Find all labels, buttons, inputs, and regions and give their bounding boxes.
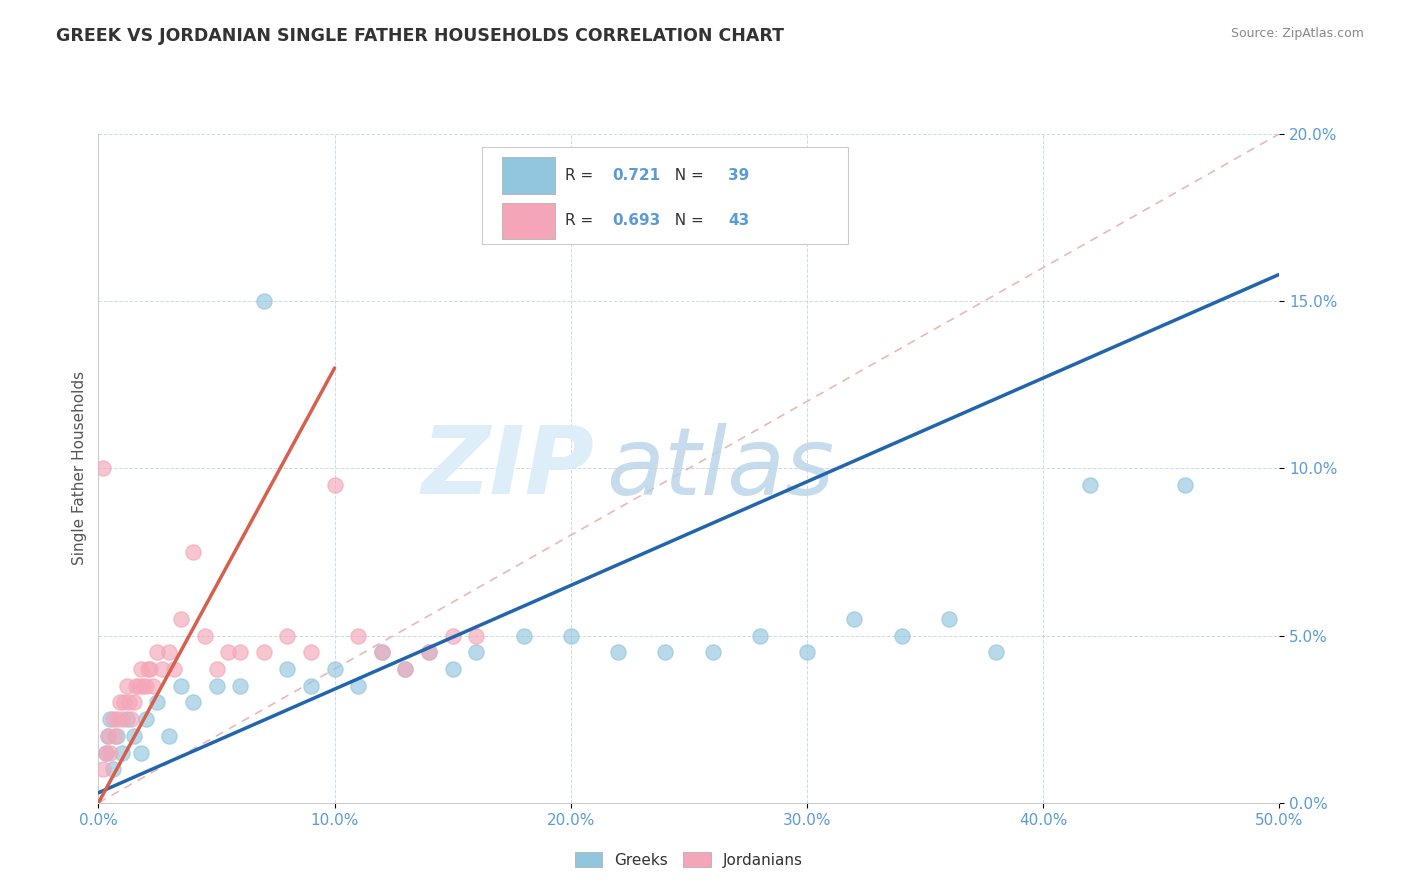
Text: N =: N = bbox=[665, 213, 709, 228]
Text: atlas: atlas bbox=[606, 423, 835, 514]
Point bbox=[347, 679, 370, 693]
Point bbox=[560, 628, 582, 642]
Text: N =: N = bbox=[665, 169, 709, 184]
Point bbox=[748, 628, 770, 642]
Point bbox=[654, 645, 676, 659]
Point bbox=[170, 679, 193, 693]
Point bbox=[139, 662, 162, 676]
Point bbox=[142, 679, 165, 693]
Point bbox=[157, 645, 180, 659]
Point bbox=[323, 662, 346, 676]
Point bbox=[253, 645, 276, 659]
Point bbox=[163, 662, 186, 676]
Point bbox=[418, 645, 440, 659]
Point bbox=[205, 679, 228, 693]
FancyBboxPatch shape bbox=[502, 202, 555, 239]
Point bbox=[97, 729, 120, 743]
Point bbox=[229, 645, 252, 659]
Text: 0.721: 0.721 bbox=[612, 169, 661, 184]
Point bbox=[702, 645, 724, 659]
Text: ZIP: ZIP bbox=[422, 422, 595, 515]
Point bbox=[97, 729, 120, 743]
Point bbox=[136, 662, 159, 676]
Point bbox=[115, 712, 138, 726]
Point bbox=[938, 612, 960, 626]
Point bbox=[1174, 478, 1197, 492]
Point bbox=[128, 679, 150, 693]
FancyBboxPatch shape bbox=[482, 147, 848, 244]
Point bbox=[122, 696, 145, 710]
Point bbox=[115, 679, 138, 693]
Point bbox=[299, 679, 322, 693]
Point bbox=[465, 628, 488, 642]
Point bbox=[101, 762, 124, 776]
Point bbox=[170, 612, 193, 626]
Point bbox=[394, 662, 416, 676]
Point bbox=[105, 729, 128, 743]
Point bbox=[146, 645, 169, 659]
Point bbox=[112, 696, 135, 710]
Legend: Greeks, Jordanians: Greeks, Jordanians bbox=[567, 845, 811, 875]
Text: Source: ZipAtlas.com: Source: ZipAtlas.com bbox=[1230, 27, 1364, 40]
Point bbox=[132, 679, 155, 693]
Point bbox=[465, 645, 488, 659]
Point bbox=[371, 645, 394, 659]
Point bbox=[146, 696, 169, 710]
Point bbox=[101, 712, 124, 726]
Point bbox=[181, 696, 204, 710]
Point bbox=[984, 645, 1007, 659]
Point bbox=[111, 712, 134, 726]
Point bbox=[91, 461, 114, 475]
Point bbox=[125, 679, 148, 693]
Point bbox=[121, 712, 143, 726]
Point bbox=[205, 662, 228, 676]
Point bbox=[135, 679, 157, 693]
Point bbox=[118, 696, 141, 710]
Point bbox=[94, 746, 117, 760]
Point bbox=[181, 545, 204, 559]
FancyBboxPatch shape bbox=[502, 157, 555, 194]
Point bbox=[129, 746, 152, 760]
Point bbox=[323, 478, 346, 492]
Point bbox=[441, 628, 464, 642]
Point bbox=[129, 662, 152, 676]
Point bbox=[98, 746, 121, 760]
Point bbox=[229, 679, 252, 693]
Point bbox=[150, 662, 173, 676]
Point bbox=[91, 762, 114, 776]
Point bbox=[394, 662, 416, 676]
Point bbox=[844, 612, 866, 626]
Point bbox=[135, 712, 157, 726]
Point bbox=[512, 628, 534, 642]
Point bbox=[347, 628, 370, 642]
Text: 39: 39 bbox=[728, 169, 749, 184]
Point bbox=[194, 628, 217, 642]
Point bbox=[441, 662, 464, 676]
Text: 0.693: 0.693 bbox=[612, 213, 661, 228]
Y-axis label: Single Father Households: Single Father Households bbox=[72, 371, 87, 566]
Text: R =: R = bbox=[565, 169, 598, 184]
Point bbox=[122, 729, 145, 743]
Text: GREEK VS JORDANIAN SINGLE FATHER HOUSEHOLDS CORRELATION CHART: GREEK VS JORDANIAN SINGLE FATHER HOUSEHO… bbox=[56, 27, 785, 45]
Point bbox=[104, 729, 127, 743]
Point bbox=[607, 645, 630, 659]
Point bbox=[217, 645, 239, 659]
Point bbox=[276, 628, 298, 642]
Point bbox=[157, 729, 180, 743]
Point bbox=[94, 746, 117, 760]
Point bbox=[105, 712, 128, 726]
Text: 43: 43 bbox=[728, 213, 749, 228]
Point bbox=[253, 294, 276, 309]
Text: R =: R = bbox=[565, 213, 598, 228]
Point bbox=[796, 645, 818, 659]
Point bbox=[418, 645, 440, 659]
Point bbox=[371, 645, 394, 659]
Point bbox=[108, 696, 131, 710]
Point bbox=[111, 746, 134, 760]
Point bbox=[98, 712, 121, 726]
Point bbox=[1080, 478, 1102, 492]
Point bbox=[276, 662, 298, 676]
Point bbox=[890, 628, 912, 642]
Point bbox=[299, 645, 322, 659]
